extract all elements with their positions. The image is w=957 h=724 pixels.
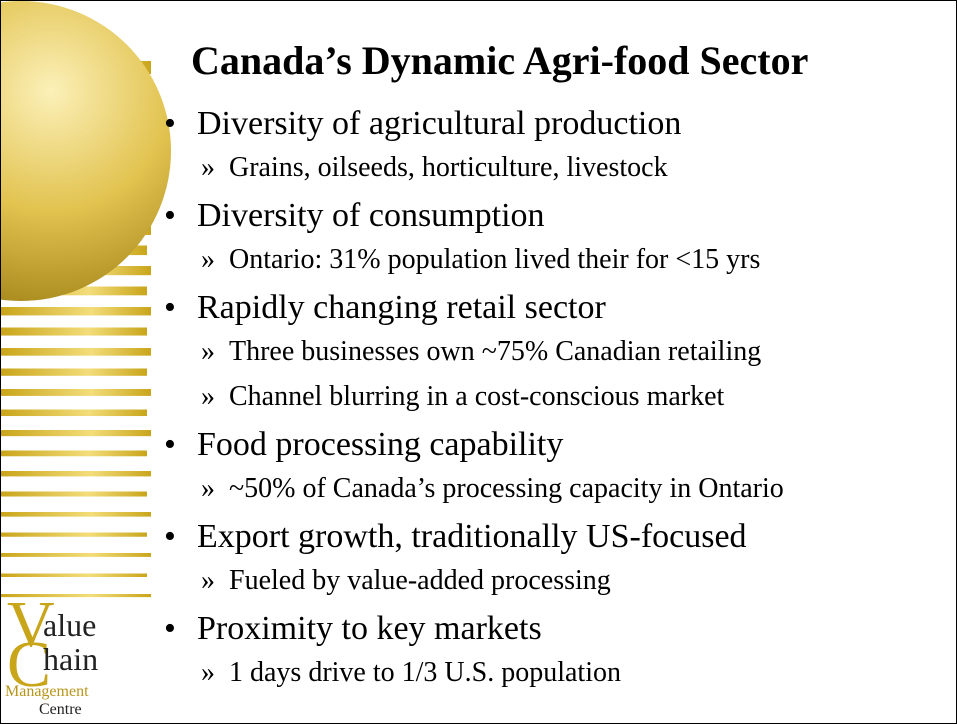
stripe [1, 328, 147, 336]
stripe [1, 471, 151, 476]
bullet-marker: • [164, 197, 176, 235]
slide-title: Canada’s Dynamic Agri-food Sector [191, 37, 808, 84]
logo: V alue C hain Management Centre [5, 601, 155, 721]
sub-bullet-text: 1 days drive to 1/3 U.S. population [229, 657, 621, 689]
logo-text: hain [43, 641, 98, 678]
sub-bullet-text: Ontario: 31% population lived their for … [229, 244, 760, 276]
logo-text: Management [5, 683, 89, 701]
bullet-text: Rapidly changing retail sector [197, 289, 606, 327]
bullet-marker: • [164, 105, 176, 143]
sub-marker: » [201, 657, 215, 689]
bullet-text: Diversity of consumption [197, 197, 545, 235]
sub-marker: » [201, 244, 215, 276]
sub-bullet-text: Three businesses own ~75% Canadian retai… [229, 336, 761, 368]
bullet-text: Export growth, traditionally US-focused [197, 518, 747, 556]
logo-text: Centre [39, 701, 82, 719]
stripe [1, 369, 147, 376]
sub-bullet-text: Fueled by value-added processing [229, 565, 611, 597]
stripe [1, 512, 151, 517]
stripe [1, 389, 151, 396]
stripe [1, 348, 151, 356]
stripe [1, 533, 147, 537]
sub-marker: » [201, 473, 215, 505]
stripe [1, 430, 151, 436]
sub-bullet-text: ~50% of Canada’s processing capacity in … [229, 473, 784, 505]
stripe [1, 574, 147, 578]
bullet-text: Food processing capability [197, 426, 563, 464]
slide: Canada’s Dynamic Agri-food Sector • Diver… [0, 0, 957, 724]
bullet-text: Proximity to key markets [197, 610, 542, 648]
stripe [1, 307, 151, 315]
sub-marker: » [201, 152, 215, 184]
stripe [1, 410, 147, 417]
bullet-text: Diversity of agricultural production [197, 105, 681, 143]
bullet-marker: • [164, 610, 176, 648]
sphere [1, 1, 171, 301]
sub-marker: » [201, 336, 215, 368]
sub-marker: » [201, 565, 215, 597]
sub-bullet-text: Channel blurring in a cost-conscious mar… [229, 381, 724, 413]
bullet-marker: • [164, 426, 176, 464]
stripe [1, 492, 147, 497]
bullet-marker: • [164, 518, 176, 556]
sub-marker: » [201, 381, 215, 413]
sub-bullet-text: Grains, oilseeds, horticulture, livestoc… [229, 152, 668, 184]
stripe [1, 553, 151, 557]
bullet-marker: • [164, 289, 176, 327]
stripe [1, 451, 147, 457]
